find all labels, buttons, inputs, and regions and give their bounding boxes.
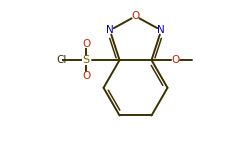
Text: N: N [157, 25, 165, 35]
Text: O: O [171, 55, 179, 65]
Text: O: O [82, 71, 90, 81]
Text: O: O [82, 39, 90, 49]
Text: N: N [106, 25, 114, 35]
Text: O: O [131, 11, 140, 21]
Text: Cl: Cl [56, 55, 66, 65]
Text: S: S [82, 55, 90, 65]
